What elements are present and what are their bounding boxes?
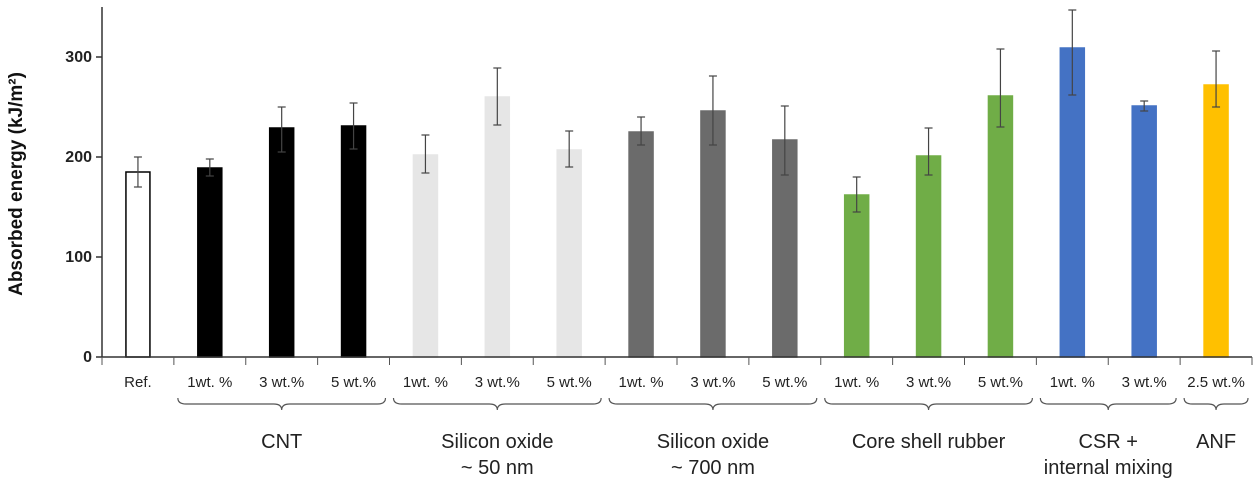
group-label: internal mixing xyxy=(1044,457,1173,479)
category-label: 1wt. % xyxy=(187,374,232,391)
category-label: 3 wt.% xyxy=(259,374,304,391)
category-label: Ref. xyxy=(124,374,152,391)
group-brace xyxy=(824,397,1033,411)
category-label: 1wt. % xyxy=(403,374,448,391)
group-brace xyxy=(608,397,818,411)
bar xyxy=(197,167,223,358)
group-label: CNT xyxy=(261,431,302,453)
category-label: 5 wt.% xyxy=(331,374,376,391)
error-bars-layer xyxy=(133,9,1221,213)
group-brace xyxy=(1183,397,1249,411)
group-brace xyxy=(177,397,387,411)
group-brace xyxy=(1039,397,1177,411)
category-label: 5 wt.% xyxy=(978,374,1023,391)
bar xyxy=(843,194,870,358)
group-label: Silicon oxide xyxy=(441,431,553,453)
bar xyxy=(915,155,942,358)
category-label: 3 wt.% xyxy=(690,374,735,391)
category-label: 3 wt.% xyxy=(475,374,520,391)
bar xyxy=(268,127,295,358)
group-label: CSR + xyxy=(1079,431,1138,453)
group-label: Silicon oxide xyxy=(657,431,769,453)
group-label: Core shell rubber xyxy=(852,431,1006,453)
y-axis-label: Absorbed energy (kJ/m²) xyxy=(6,72,27,296)
bar xyxy=(1131,105,1157,358)
axes-layer: 0 100 200 300 xyxy=(65,7,1253,411)
bar xyxy=(125,171,151,358)
bars-layer xyxy=(125,47,1229,358)
category-label: 5 wt.% xyxy=(547,374,592,391)
category-label: 3 wt.% xyxy=(1122,374,1167,391)
group-label: ANF xyxy=(1196,431,1236,453)
category-label: 1wt. % xyxy=(1050,374,1095,391)
bar xyxy=(556,149,582,358)
category-label: 3 wt.% xyxy=(906,374,951,391)
bar xyxy=(484,96,511,358)
category-label: 5 wt.% xyxy=(762,374,807,391)
category-label: 1wt. % xyxy=(619,374,664,391)
bar xyxy=(700,110,726,358)
bar xyxy=(772,139,798,358)
group-label: ~ 700 nm xyxy=(671,457,755,479)
labels-layer: Ref. 1wt. % 3 wt.% 5 wt.% 1wt. % 3 wt.% 5 wt.%… xyxy=(124,374,1245,479)
bar xyxy=(628,131,654,358)
category-label: 1wt. % xyxy=(834,374,879,391)
y-tick-label: 100 xyxy=(65,249,92,266)
category-label: 2.5 wt.% xyxy=(1187,374,1245,391)
y-tick-label: 300 xyxy=(65,49,92,66)
bar xyxy=(987,95,1014,358)
group-label: ~ 50 nm xyxy=(461,457,534,479)
bar xyxy=(412,154,439,358)
y-tick-label: 200 xyxy=(65,149,92,166)
bar xyxy=(340,125,367,358)
bar xyxy=(1203,84,1229,358)
bar xyxy=(1059,47,1086,358)
group-brace xyxy=(392,397,602,411)
y-tick-label: 0 xyxy=(83,349,92,366)
